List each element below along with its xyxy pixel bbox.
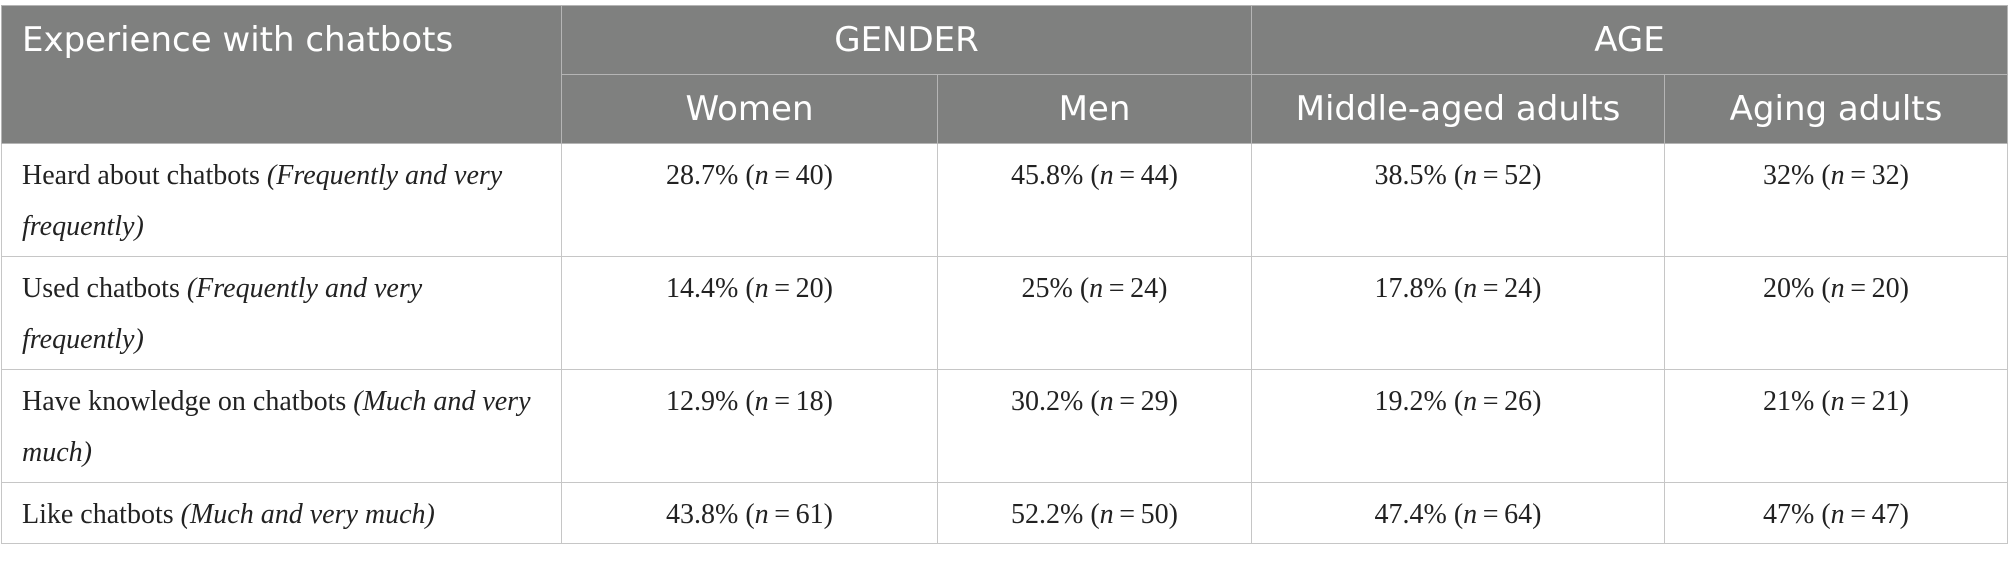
value-text: = 64) <box>1477 499 1542 530</box>
n-symbol: n <box>1099 499 1114 530</box>
value-cell: 47% (n = 47) <box>1664 482 2008 544</box>
value-text: 12.9% ( <box>666 386 755 417</box>
n-symbol: n <box>1089 273 1104 304</box>
value-text: = 26) <box>1477 386 1542 417</box>
value-cell: 12.9% (n = 18) <box>561 369 938 483</box>
value-text: = 40) <box>768 160 833 191</box>
value-text: 45.8% ( <box>1011 160 1100 191</box>
row-label: Heard about chatbots (Frequently and ver… <box>1 143 562 257</box>
row-label: Have knowledge on chatbots (Much and ver… <box>1 369 562 483</box>
value-text: 17.8% ( <box>1374 273 1464 304</box>
value-text: 25% ( <box>1021 273 1090 304</box>
value-text: = 44) <box>1113 160 1178 191</box>
value-text: 32% ( <box>1763 160 1831 191</box>
value-text: = 20) <box>1844 273 1909 304</box>
value-cell: 43.8% (n = 61) <box>561 482 938 544</box>
value-cell: 17.8% (n = 24) <box>1251 256 1665 370</box>
n-symbol: n <box>1463 273 1478 304</box>
value-cell: 14.4% (n = 20) <box>561 256 938 370</box>
value-text: = 29) <box>1113 386 1178 417</box>
n-symbol: n <box>1830 386 1845 417</box>
n-symbol: n <box>1463 386 1478 417</box>
n-symbol: n <box>1099 160 1114 191</box>
row-label: Like chatbots (Much and very much) <box>1 482 562 544</box>
column-header: Aging adults <box>1664 74 2008 144</box>
n-symbol: n <box>1830 160 1845 191</box>
value-text: 30.2% ( <box>1011 386 1100 417</box>
value-text: 38.5% ( <box>1374 160 1464 191</box>
header-cell: Experience with chatbots <box>1 5 562 144</box>
label-qualifier: (Much and very much) <box>180 499 435 530</box>
n-symbol: n <box>1463 160 1478 191</box>
value-cell: 32% (n = 32) <box>1664 143 2008 257</box>
table-row: Used chatbots (Frequently and very frequ… <box>1 256 2008 370</box>
value-text: 21% ( <box>1763 386 1831 417</box>
value-text: = 18) <box>768 386 833 417</box>
value-text: = 20) <box>768 273 833 304</box>
value-cell: 28.7% (n = 40) <box>561 143 938 257</box>
data-table: Experience with chatbots GENDER AGE Wome… <box>1 5 2008 544</box>
value-cell: 19.2% (n = 26) <box>1251 369 1665 483</box>
value-cell: 25% (n = 24) <box>937 256 1252 370</box>
value-text: 14.4% ( <box>666 273 755 304</box>
label-text: Like chatbots <box>22 499 174 530</box>
header-row: Experience with chatbots GENDER AGE <box>1 5 2008 144</box>
value-text: 20% ( <box>1763 273 1831 304</box>
value-text: 52.2% ( <box>1011 499 1100 530</box>
label-text: Have knowledge on chatbots <box>22 386 347 417</box>
value-text: = 61) <box>768 499 833 530</box>
n-symbol: n <box>754 273 769 304</box>
row-label: Used chatbots (Frequently and very frequ… <box>1 256 562 370</box>
group-header: AGE <box>1251 5 2008 75</box>
page: Experience with chatbots GENDER AGE Wome… <box>0 5 2008 561</box>
value-cell: 21% (n = 21) <box>1664 369 2008 483</box>
value-cell: 38.5% (n = 52) <box>1251 143 1665 257</box>
n-symbol: n <box>754 386 769 417</box>
n-symbol: n <box>1830 499 1845 530</box>
header-row: Women Men Middle-aged adults Aging adults <box>2 74 2008 144</box>
value-text: 47.4% ( <box>1374 499 1464 530</box>
value-cell: 45.8% (n = 44) <box>937 143 1252 257</box>
column-header: Women <box>561 74 938 144</box>
table-row: Heard about chatbots (Frequently and ver… <box>1 143 2008 257</box>
value-text: 19.2% ( <box>1374 386 1464 417</box>
n-symbol: n <box>754 499 769 530</box>
value-text: 28.7% ( <box>666 160 755 191</box>
value-text: = 50) <box>1113 499 1178 530</box>
value-cell: 52.2% (n = 50) <box>937 482 1252 544</box>
label-text: Used chatbots <box>22 273 180 304</box>
value-cell: 20% (n = 20) <box>1664 256 2008 370</box>
value-text: 47% ( <box>1763 499 1831 530</box>
value-cell: 47.4% (n = 64) <box>1251 482 1665 544</box>
table-body: Heard about chatbots (Frequently and ver… <box>1 143 2008 544</box>
value-text: = 32) <box>1844 160 1909 191</box>
column-header: Men <box>937 74 1252 144</box>
value-text: = 47) <box>1844 499 1909 530</box>
value-text: 43.8% ( <box>666 499 755 530</box>
n-symbol: n <box>1099 386 1114 417</box>
label-text: Heard about chatbots <box>22 160 260 191</box>
column-header: Middle-aged adults <box>1251 74 1665 144</box>
table-row: Like chatbots (Much and very much) 43.8% … <box>1 482 2008 544</box>
label-qualifier: (Frequently and very frequently) <box>22 273 423 355</box>
table-row: Have knowledge on chatbots (Much and ver… <box>1 369 2008 483</box>
n-symbol: n <box>754 160 769 191</box>
n-symbol: n <box>1463 499 1478 530</box>
value-text: = 24) <box>1103 273 1168 304</box>
label-qualifier: (Frequently and very frequently) <box>22 160 503 242</box>
value-text: = 24) <box>1477 273 1542 304</box>
n-symbol: n <box>1830 273 1845 304</box>
group-header: GENDER <box>561 5 1252 75</box>
label-qualifier: (Much and very much) <box>22 386 531 468</box>
value-text: = 52) <box>1477 160 1542 191</box>
value-text: = 21) <box>1844 386 1909 417</box>
value-cell: 30.2% (n = 29) <box>937 369 1252 483</box>
